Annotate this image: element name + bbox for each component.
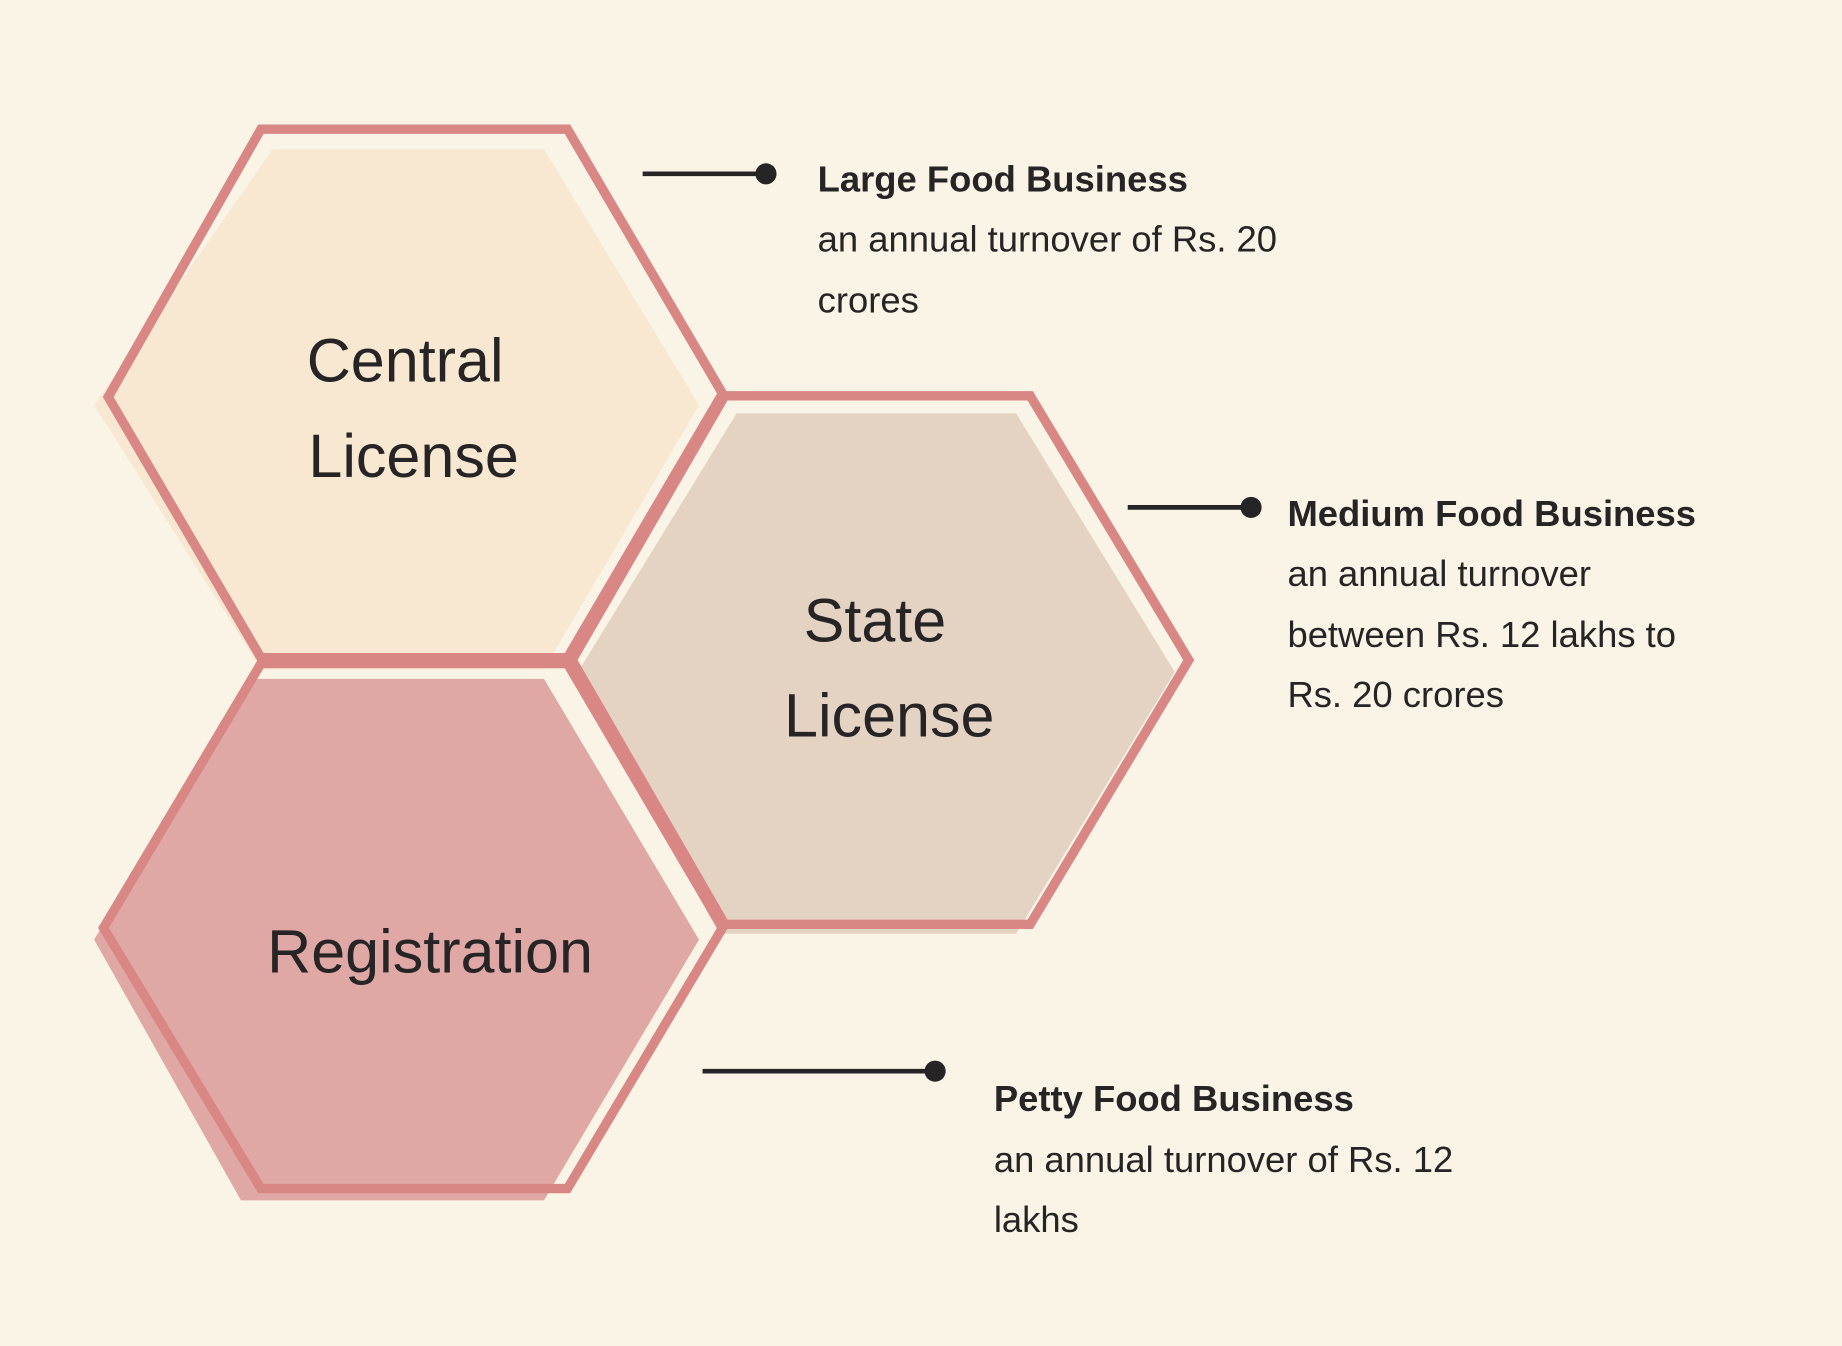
callout-description: an annual turnover of Rs. 20 crores (818, 218, 1288, 320)
hexagon-fill (578, 413, 1175, 934)
hexagon-label: Registration (267, 918, 593, 986)
callout-line: Rs. 20 crores (1287, 674, 1503, 715)
hexagon-state-license: State License (566, 391, 1195, 934)
callout-line: between Rs. 12 lakhs to (1287, 614, 1676, 655)
connector-dot (924, 1060, 946, 1082)
hexagon-label-line: Central (307, 327, 504, 395)
hexagon-outline (102, 124, 728, 663)
callout-title: Petty Food Business (994, 1078, 1354, 1119)
hexagon-fill (94, 678, 700, 1201)
hexagon-outline (566, 391, 1195, 930)
hexagon-label: State License (784, 586, 994, 749)
callout-title: Large Food Business (818, 158, 1188, 199)
hexagon-label: Central License (307, 327, 521, 490)
hexagon-fill (94, 149, 700, 670)
hexagon-label-line: License (784, 681, 994, 749)
hexagon-registration: Registration (94, 658, 728, 1201)
callout-line: crores (818, 279, 919, 320)
hexagon-central-license: Central License (94, 124, 728, 670)
callout-description: an annual turnover between Rs. 12 lakhs … (1287, 553, 1686, 715)
callout-description: an annual turnover of Rs. 12 lakhs (994, 1139, 1464, 1240)
callout-line: lakhs (994, 1199, 1079, 1240)
hexagon-label-line: License (308, 422, 518, 490)
hexagon-outline (98, 658, 728, 1194)
callout-line: an annual turnover of Rs. 20 (818, 218, 1277, 259)
callout-title: Medium Food Business (1287, 493, 1696, 534)
hexagon-label-line: State (804, 586, 947, 654)
connector-dot (755, 163, 777, 185)
callout-line: an annual turnover of Rs. 12 (994, 1139, 1453, 1180)
callout-large-food-business: Large Food Business an annual turnover o… (642, 158, 1288, 320)
connector-dot (1240, 496, 1262, 518)
callout-medium-food-business: Medium Food Business an annual turnover … (1127, 493, 1696, 715)
callout-line: an annual turnover (1287, 553, 1591, 594)
hexagon-label-line: Registration (267, 918, 593, 986)
callout-petty-food-business: Petty Food Business an annual turnover o… (702, 1060, 1464, 1240)
